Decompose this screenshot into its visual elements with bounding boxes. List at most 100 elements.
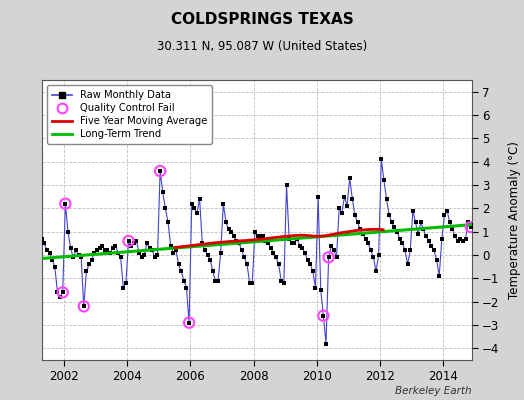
Point — [235, 240, 243, 246]
Point — [275, 261, 283, 268]
Point — [48, 256, 57, 263]
Point — [264, 240, 272, 246]
Point — [316, 287, 325, 293]
Point — [180, 278, 188, 284]
Point — [167, 242, 175, 249]
Point — [156, 168, 165, 174]
Point — [61, 200, 70, 207]
Point — [388, 219, 396, 226]
Point — [372, 268, 380, 274]
Point — [243, 261, 251, 268]
Point — [198, 240, 206, 246]
Point — [422, 233, 430, 240]
Point — [340, 194, 348, 200]
Point — [369, 254, 378, 260]
Point — [401, 247, 409, 254]
Point — [219, 200, 227, 207]
Point — [59, 289, 67, 296]
Point — [156, 168, 165, 174]
Point — [364, 240, 373, 246]
Point — [330, 247, 338, 254]
Point — [38, 236, 46, 242]
Point — [353, 219, 362, 226]
Point — [185, 320, 193, 326]
Point — [427, 242, 435, 249]
Point — [466, 224, 475, 230]
Point — [224, 226, 233, 232]
Point — [119, 284, 127, 291]
Point — [367, 247, 375, 254]
Point — [237, 247, 246, 254]
Point — [377, 156, 386, 162]
Point — [298, 245, 307, 251]
Point — [56, 294, 64, 300]
Point — [269, 250, 278, 256]
Point — [358, 231, 367, 237]
Point — [201, 247, 209, 254]
Point — [67, 245, 75, 251]
Point — [438, 236, 446, 242]
Point — [435, 273, 443, 279]
Point — [90, 250, 99, 256]
Point — [303, 256, 312, 263]
Point — [77, 254, 85, 260]
Point — [172, 247, 180, 254]
Point — [116, 254, 125, 260]
Point — [293, 236, 301, 242]
Point — [151, 254, 159, 260]
Point — [385, 212, 394, 218]
Point — [466, 224, 475, 230]
Point — [29, 214, 38, 221]
Text: Berkeley Earth: Berkeley Earth — [395, 386, 472, 396]
Point — [445, 219, 454, 226]
Text: COLDSPRINGS TEXAS: COLDSPRINGS TEXAS — [171, 12, 353, 27]
Point — [103, 247, 112, 254]
Point — [356, 226, 364, 232]
Point — [272, 254, 280, 260]
Point — [335, 205, 343, 212]
Point — [461, 236, 470, 242]
Point — [469, 222, 477, 228]
Point — [348, 196, 356, 202]
Point — [35, 228, 43, 235]
Point — [122, 280, 130, 286]
Point — [80, 303, 88, 310]
Point — [327, 242, 335, 249]
Point — [311, 284, 320, 291]
Point — [111, 242, 119, 249]
Point — [222, 219, 230, 226]
Point — [174, 261, 183, 268]
Point — [98, 242, 106, 249]
Point — [403, 261, 412, 268]
Point — [390, 224, 399, 230]
Point — [424, 238, 433, 244]
Point — [290, 240, 299, 246]
Point — [135, 250, 143, 256]
Legend: Raw Monthly Data, Quality Control Fail, Five Year Moving Average, Long-Term Tren: Raw Monthly Data, Quality Control Fail, … — [47, 85, 212, 144]
Point — [230, 233, 238, 240]
Point — [451, 233, 459, 240]
Point — [393, 228, 401, 235]
Point — [129, 240, 138, 246]
Point — [182, 284, 191, 291]
Point — [211, 278, 220, 284]
Point — [440, 212, 449, 218]
Point — [53, 289, 62, 296]
Point — [154, 252, 162, 258]
Point — [43, 247, 51, 254]
Point — [143, 240, 151, 246]
Point — [256, 233, 265, 240]
Point — [88, 256, 96, 263]
Point — [453, 238, 462, 244]
Point — [254, 233, 262, 240]
Y-axis label: Temperature Anomaly (°C): Temperature Anomaly (°C) — [508, 141, 521, 299]
Point — [227, 228, 235, 235]
Point — [127, 242, 135, 249]
Point — [93, 247, 101, 254]
Point — [59, 289, 67, 296]
Point — [245, 280, 254, 286]
Point — [164, 219, 172, 226]
Point — [285, 236, 293, 242]
Point — [195, 196, 204, 202]
Point — [443, 208, 451, 214]
